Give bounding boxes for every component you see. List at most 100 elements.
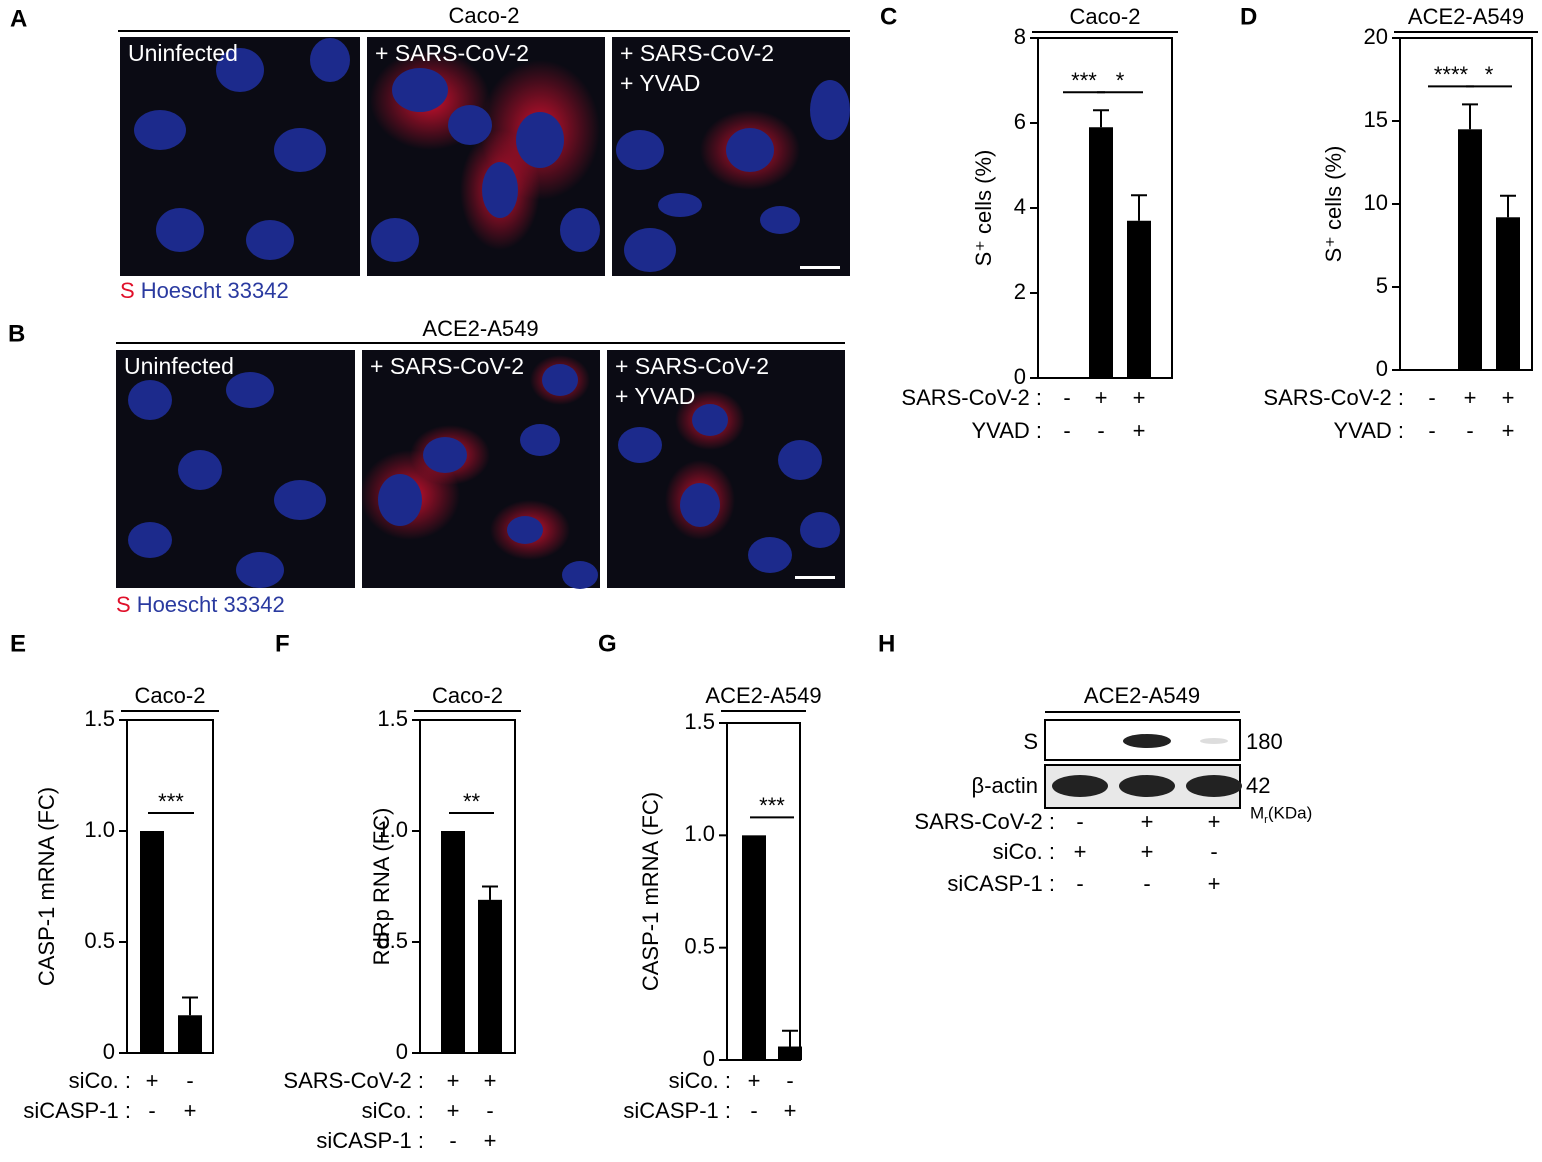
condition-value: - [786,1068,793,1093]
condition-value: + [184,1098,197,1123]
condition-value: - [1428,418,1435,443]
y-axis-label: RdRp RNA (FC) [369,808,394,966]
panel-letter: D [1240,3,1257,30]
y-axis-label: S⁺ cells (%) [1321,146,1346,263]
image-label: Uninfected [124,353,234,379]
bar [478,899,502,1053]
error-bar [1462,103,1478,130]
y-tick-label: 4 [1014,194,1026,219]
bar [1458,129,1482,370]
condition-value: + [1208,871,1221,896]
y-tick-label: 1.0 [377,817,408,842]
y-tick-label: 2 [1014,279,1026,304]
panel-letter: F [275,630,290,657]
image-label: + SARS-CoV-2 [375,40,529,66]
y-tick-label: 15 [1364,107,1388,132]
condition-value: - [1466,418,1473,443]
y-axis-label: S⁺ cells (%) [971,150,996,267]
significance-label: * [1485,62,1494,87]
panel-letter: C [880,3,897,30]
y-tick-label: 0 [1376,356,1388,381]
condition-value: + [784,1098,797,1123]
mr-label: M [1250,803,1264,822]
bar [441,831,465,1053]
y-tick-label: 0.5 [377,928,408,953]
condition-label: siCo. : [69,1068,131,1093]
condition-value: - [1076,871,1083,896]
micrograph [120,37,850,276]
condition-value: + [447,1068,460,1093]
condition-value: + [1502,385,1515,410]
condition-label: siCo. : [669,1068,731,1093]
plot-frame [419,719,516,1054]
condition-value: - [750,1098,757,1123]
condition-label: siCo. : [362,1098,424,1123]
condition-value: - [449,1128,456,1153]
blot-row-label: β-actin [972,773,1038,798]
panel-letter: E [10,630,26,657]
significance-label: **** [1434,62,1469,87]
condition-value: + [1133,385,1146,410]
blot-row-label: S [1023,729,1038,754]
image-label: + SARS-CoV-2 [620,40,774,66]
panel-letter: B [8,320,25,347]
error-bar [1131,194,1147,221]
condition-label: SARS-CoV-2 : [1263,385,1404,410]
y-tick-label: 0 [396,1039,408,1064]
condition-value: - [186,1068,193,1093]
bar [178,1015,202,1053]
blot-title: ACE2-A549 [1084,683,1200,708]
condition-label: SARS-CoV-2 : [901,385,1042,410]
condition-label: siCo. : [993,839,1055,864]
condition-label: siCASP-1 : [316,1128,424,1153]
condition-value: - [1063,418,1070,443]
bar [1089,127,1113,378]
error-bar [182,996,198,1016]
scale-bar [795,576,835,579]
significance-label: *** [158,789,184,814]
condition-value: + [1502,418,1515,443]
bar [1496,217,1520,370]
condition-label: SARS-CoV-2 : [914,809,1055,834]
chart-title: Caco-2 [135,683,206,708]
y-tick-label: 0.5 [684,933,715,958]
y-tick-label: 6 [1014,109,1026,134]
condition-value: + [1141,809,1154,834]
chart-title: Caco-2 [432,683,503,708]
condition-label: siCASP-1 : [623,1098,731,1123]
y-tick-label: 1.5 [684,709,715,734]
condition-value: + [1141,839,1154,864]
condition-value: - [1210,839,1217,864]
y-tick-label: 10 [1364,190,1388,215]
condition-value: + [748,1068,761,1093]
mw-marker: 180 [1246,729,1283,754]
y-tick-label: 1.5 [377,706,408,731]
image-label: Uninfected [128,40,238,66]
counterstain-label: Hoescht 33342 [141,278,289,303]
condition-value: + [484,1128,497,1153]
image-label: + SARS-CoV-2 [615,353,769,379]
y-tick-label: 0 [1014,364,1026,389]
condition-value: - [148,1098,155,1123]
panel-letter: G [598,630,617,657]
condition-value: - [1063,385,1070,410]
image-label: + SARS-CoV-2 [370,353,524,379]
image-label: + YVAD [620,70,700,96]
counterstain-label: Hoescht 33342 [137,592,285,617]
chart-title: Caco-2 [1070,4,1141,29]
condition-value: + [146,1068,159,1093]
condition-value: + [447,1098,460,1123]
error-bar [482,885,498,900]
condition-value: + [1208,809,1221,834]
image-label: + YVAD [615,383,695,409]
condition-value: - [1143,871,1150,896]
condition-label: SARS-CoV-2 : [283,1068,424,1093]
bar [742,835,766,1060]
y-tick-label: 8 [1014,24,1026,49]
panel-letter: H [878,630,895,657]
bar [778,1046,802,1060]
condition-value: - [486,1098,493,1123]
y-tick-label: 0 [703,1046,715,1071]
stain-label: S [116,592,131,617]
bar [1127,220,1151,378]
